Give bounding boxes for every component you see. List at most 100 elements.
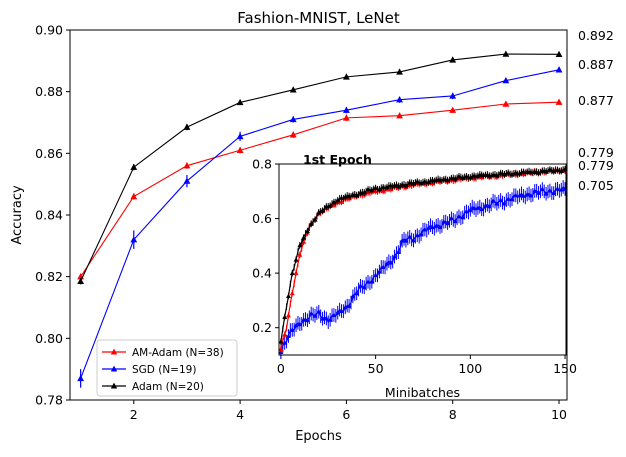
inset-data-point [286,293,291,299]
data-point [183,123,191,130]
y-tick-label: 0.90 [35,23,63,38]
inset-data-point [460,214,466,220]
inset-data-point [490,172,496,177]
inset-data-point [297,321,303,327]
inset-data-point [475,173,481,178]
inset-data-point [532,188,538,193]
series-line [80,69,560,379]
chart-title: Fashion-MNIST, LeNet [237,9,400,27]
series-line [80,101,560,277]
inset-data-point [475,205,481,210]
data-point [449,106,457,113]
data-point [555,98,563,105]
inset-data-point [297,242,303,248]
inset-data-point [354,290,360,296]
inset-data-point [312,217,318,222]
inset-data-point [486,203,492,209]
inset-data-point [320,316,326,321]
inset-x-tick-label: 150 [553,361,577,376]
inset-data-point [323,203,329,209]
legend-label: Adam (N=20) [132,381,204,393]
inset-data-point [376,268,382,274]
inset-data-point [422,226,428,232]
inset-data-point [464,173,470,179]
data-point [77,374,85,382]
inset-data-point [433,223,439,228]
inset-data-point [286,312,291,318]
plot-frame [69,29,568,401]
inset-data-point [494,172,500,178]
inset-data-point [452,218,458,224]
y-tick-label: 0.82 [35,269,63,284]
inset-data-point [342,304,348,310]
inset-data-point [301,239,307,244]
inset-data-point [361,284,367,290]
x-tick-label: 6 [342,407,350,422]
inset-data-point [483,203,488,208]
inset-data-point [323,315,329,321]
inset-data-point [392,182,398,188]
inset-data-point [445,177,451,182]
inset-data-point [467,174,473,180]
inset-data-point [558,187,564,192]
inset-data-point [467,207,473,212]
y-tick-label: 0.86 [35,146,63,161]
data-point [342,106,350,113]
data-point [289,115,297,123]
inset-data-point [547,187,553,193]
inset-data-point [456,173,462,179]
inset-data-point [357,190,363,195]
data-point [130,236,138,243]
inset-y-tick-label: 0.4 [252,266,272,281]
inset-data-point [524,169,530,174]
inset-data-point [407,234,413,239]
inset-data-point [293,322,299,328]
data-point [183,162,191,169]
inset-data-point [312,313,318,318]
inset-final-value-label: 0.779 [578,145,614,160]
inset-data-point [486,172,492,178]
inset-data-point [471,173,477,178]
inset-data-point [304,228,310,233]
inset-data-point [498,197,504,202]
data-point [449,56,457,63]
data-point [236,146,244,153]
data-point [236,132,244,140]
inset-data-point [517,192,523,198]
inset-data-point [437,224,443,230]
inset-data-point [282,332,288,337]
legend-swatch-marker [110,348,118,355]
y-axis-label: Accuracy [10,185,25,245]
inset-data-point [365,279,371,284]
main-plot: Fashion-MNIST, LeNet0.780.800.820.840.86… [10,9,568,444]
inset-x-tick-label: 100 [458,361,482,376]
inset-data-point [384,261,390,266]
data-point [396,112,403,119]
inset-data-point [369,187,375,193]
inset-data-point [528,192,534,198]
inset-data-point [501,171,507,177]
inset-data-point [297,252,303,257]
y-tick-label: 0.80 [35,331,63,346]
inset-data-point [543,168,549,174]
inset-data-point [301,317,307,322]
inset-data-point [452,175,458,181]
legend-label: AM-Adam (N=38) [132,347,224,359]
main-final-value-label: 0.892 [578,28,614,43]
inset-data-point [479,172,485,177]
inset-data-point [354,192,360,198]
inset-data-point [456,213,462,219]
inset-data-point [551,190,557,196]
data-point [555,50,563,58]
inset-data-point [339,308,344,313]
inset-data-point [331,199,337,205]
inset-data-point [532,169,538,174]
data-point [449,92,457,99]
inset-data-point [505,196,511,201]
inset-data-point [505,170,511,175]
inset-y-tick-label: 0.2 [252,320,272,335]
inset-data-point [380,264,386,270]
inset-data-point [555,186,560,191]
